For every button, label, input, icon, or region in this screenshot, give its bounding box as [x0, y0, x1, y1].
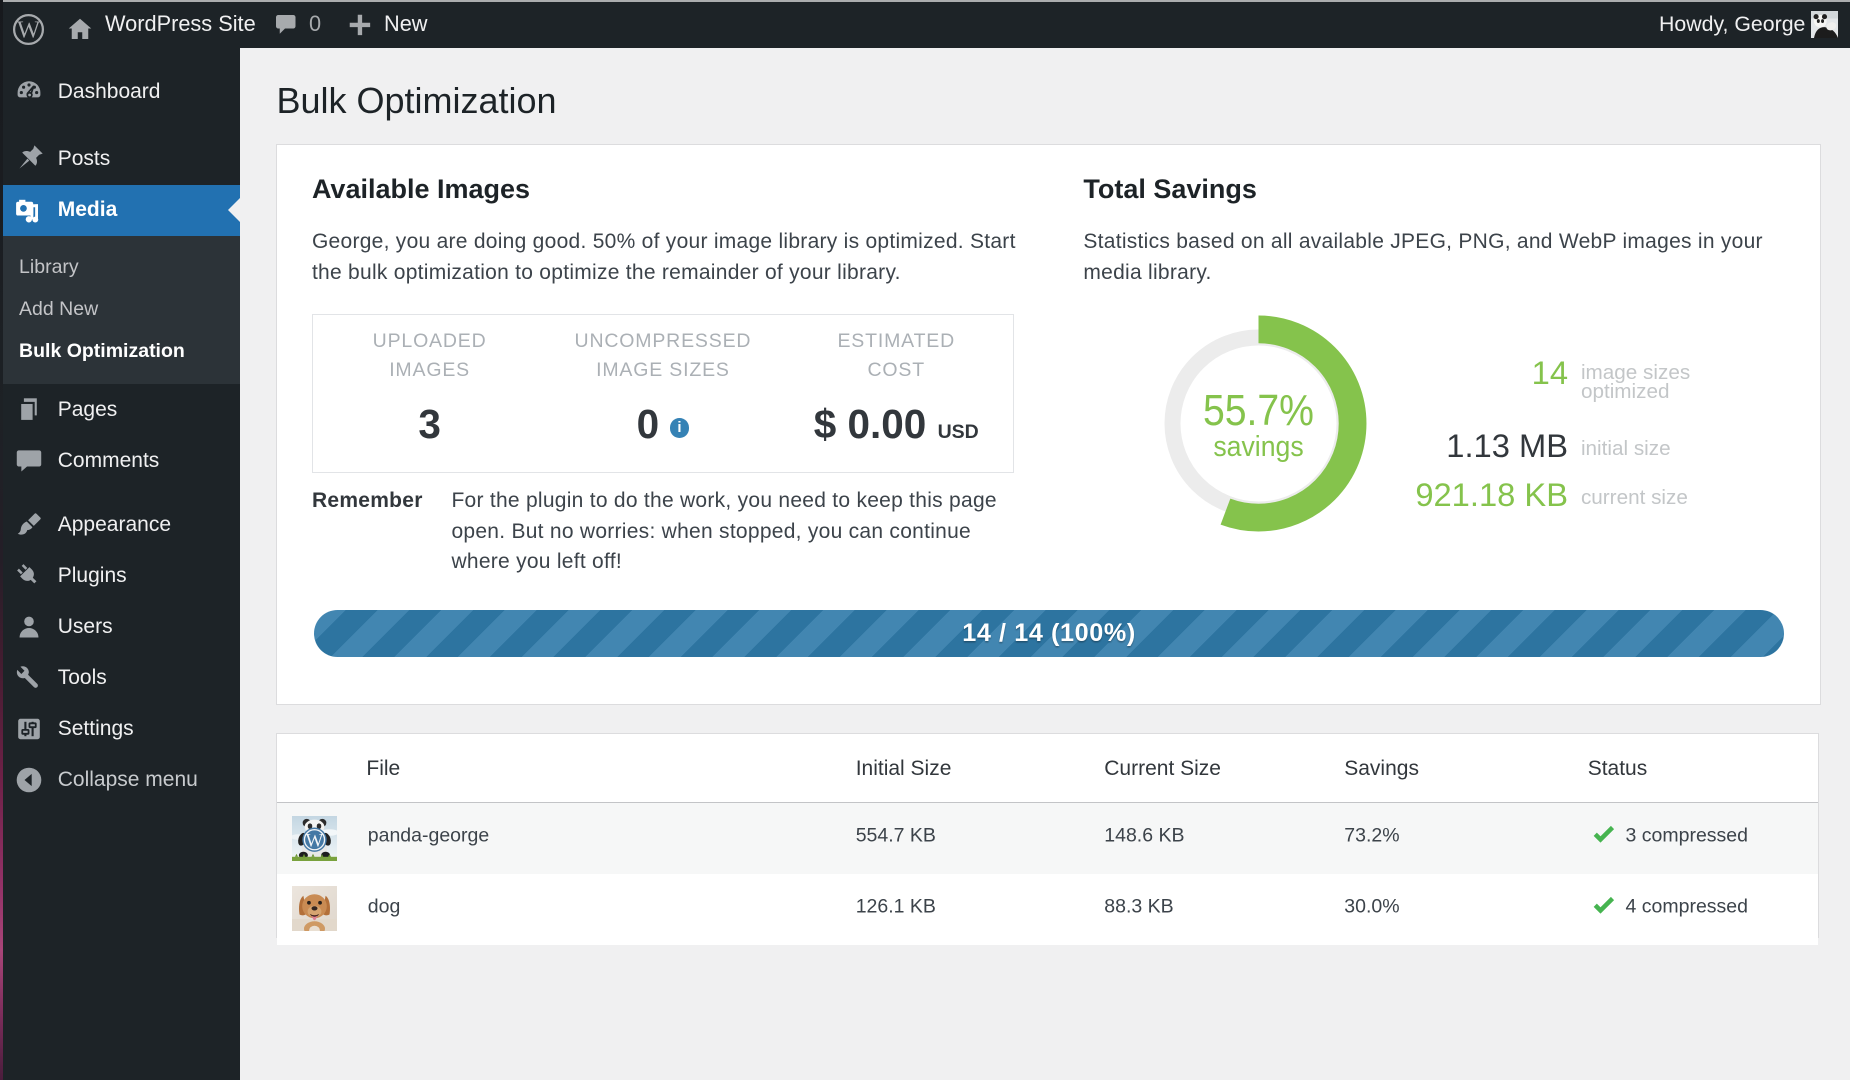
svg-text:W: W — [306, 830, 324, 851]
svg-text:W: W — [17, 16, 41, 43]
svg-text:savings: savings — [1213, 431, 1303, 463]
svg-text:55.7%: 55.7% — [1203, 386, 1314, 435]
